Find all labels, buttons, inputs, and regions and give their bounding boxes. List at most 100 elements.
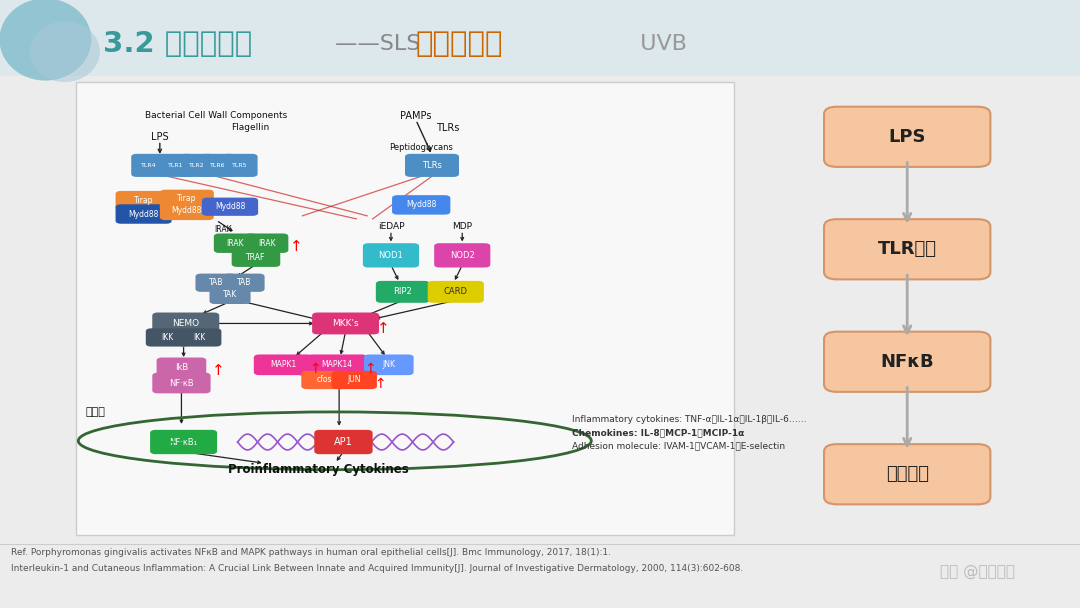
Text: ↑: ↑ [212,364,225,378]
Text: Flagellin: Flagellin [231,123,270,132]
Text: 炎症因子: 炎症因子 [886,465,929,483]
Text: Interleukin-1 and Cutaneous Inflammation: A Crucial Link Between Innate and Acqu: Interleukin-1 and Cutaneous Inflammation… [11,564,743,573]
FancyBboxPatch shape [245,233,288,253]
FancyBboxPatch shape [76,82,734,535]
Text: UVB: UVB [626,34,687,54]
FancyBboxPatch shape [202,198,258,216]
Ellipse shape [0,0,91,80]
FancyBboxPatch shape [222,154,257,177]
Text: NOD1: NOD1 [379,251,403,260]
FancyBboxPatch shape [210,286,251,304]
Text: TLR5: TLR5 [232,163,247,168]
FancyBboxPatch shape [824,444,990,505]
Text: MKK's: MKK's [333,319,359,328]
FancyBboxPatch shape [824,107,990,167]
Text: ↑: ↑ [374,377,386,392]
FancyBboxPatch shape [376,281,430,303]
Text: TRAF: TRAF [246,253,266,261]
FancyBboxPatch shape [160,190,214,208]
Text: IKK: IKK [193,333,206,342]
FancyBboxPatch shape [312,313,379,334]
FancyBboxPatch shape [0,0,1080,76]
Text: 3.2 微生物污染: 3.2 微生物污染 [103,30,252,58]
Text: ↑: ↑ [377,321,390,336]
Text: Bacterial Cell Wall Components: Bacterial Cell Wall Components [145,111,287,120]
Text: Mydd88: Mydd88 [215,202,245,211]
Text: NFκB: NFκB [880,353,934,371]
Ellipse shape [29,21,100,82]
Text: TAK: TAK [222,291,238,299]
Text: MAPK14: MAPK14 [322,361,352,369]
FancyBboxPatch shape [160,202,214,220]
FancyBboxPatch shape [132,154,166,177]
FancyBboxPatch shape [314,430,373,454]
FancyBboxPatch shape [824,332,990,392]
Text: CARD: CARD [444,288,468,296]
Text: Mydd88: Mydd88 [172,207,202,215]
Text: PAMPs: PAMPs [400,111,432,120]
Text: Adhesion molecule: IVAM-1、VCAM-1、E-selectin: Adhesion molecule: IVAM-1、VCAM-1、E-selec… [572,442,785,451]
Text: NF·κB₁: NF·κB₁ [170,438,198,446]
FancyBboxPatch shape [150,430,217,454]
Text: MDP: MDP [453,222,472,230]
Text: IRAK: IRAK [258,239,275,247]
Text: TAB: TAB [237,278,252,287]
Text: JNK: JNK [382,361,395,369]
Text: IKK: IKK [161,333,174,342]
FancyBboxPatch shape [364,354,414,375]
Text: TAB: TAB [208,278,224,287]
Text: ↑: ↑ [364,362,376,376]
FancyBboxPatch shape [214,233,257,253]
FancyBboxPatch shape [152,373,211,393]
FancyBboxPatch shape [116,191,172,210]
Text: 微生物感染: 微生物感染 [416,30,503,58]
FancyBboxPatch shape [254,354,312,375]
Text: IRAK: IRAK [215,226,232,234]
Text: TLR2: TLR2 [189,163,204,168]
Text: Proinflammatory Cytokines: Proinflammatory Cytokines [228,463,409,476]
Text: TLRs: TLRs [422,161,442,170]
FancyBboxPatch shape [405,154,459,177]
FancyBboxPatch shape [301,371,347,389]
Text: LPS: LPS [151,132,168,142]
Text: LPS: LPS [889,128,926,146]
FancyBboxPatch shape [178,154,214,177]
FancyBboxPatch shape [332,371,377,389]
FancyBboxPatch shape [146,328,189,347]
Text: Mydd88: Mydd88 [406,201,436,209]
Text: ——SLS: ——SLS [335,34,428,54]
Text: TLR受体: TLR受体 [878,240,936,258]
FancyBboxPatch shape [116,204,172,224]
Text: 知乎 @美丽洞察: 知乎 @美丽洞察 [940,564,1014,579]
Text: AP1: AP1 [334,437,353,447]
Text: Inflammatory cytokines: TNF-α、IL-1α、IL-1β、IL-6……: Inflammatory cytokines: TNF-α、IL-1α、IL-1… [572,415,807,424]
Text: Peptidoglycans: Peptidoglycans [389,143,454,151]
Text: 细胞膜: 细胞膜 [85,407,105,417]
Text: NF·κB: NF·κB [170,379,193,387]
Text: NEMO: NEMO [172,319,200,328]
FancyBboxPatch shape [178,328,221,347]
FancyBboxPatch shape [231,247,280,267]
Text: TLRs: TLRs [436,123,460,133]
Text: iEDAP: iEDAP [378,222,404,230]
Text: NOD2: NOD2 [450,251,474,260]
Text: Tirap: Tirap [177,195,197,203]
Text: ↑: ↑ [309,362,321,376]
FancyBboxPatch shape [428,281,484,303]
Text: MAPK1: MAPK1 [270,361,296,369]
FancyBboxPatch shape [392,195,450,215]
FancyBboxPatch shape [224,274,265,292]
FancyBboxPatch shape [157,358,206,378]
Text: Chemokines: IL-8、MCP-1、MCIP-1α: Chemokines: IL-8、MCP-1、MCIP-1α [572,429,745,437]
Text: cfos: cfos [316,376,332,384]
FancyBboxPatch shape [201,154,235,177]
Text: Tirap: Tirap [134,196,153,205]
Text: TLR4: TLR4 [141,163,157,168]
FancyBboxPatch shape [363,243,419,268]
Text: Mydd88: Mydd88 [129,210,159,218]
FancyBboxPatch shape [824,219,990,280]
FancyBboxPatch shape [195,274,237,292]
Text: IkB: IkB [175,364,188,372]
Text: RIP2: RIP2 [393,288,413,296]
FancyBboxPatch shape [307,354,367,375]
